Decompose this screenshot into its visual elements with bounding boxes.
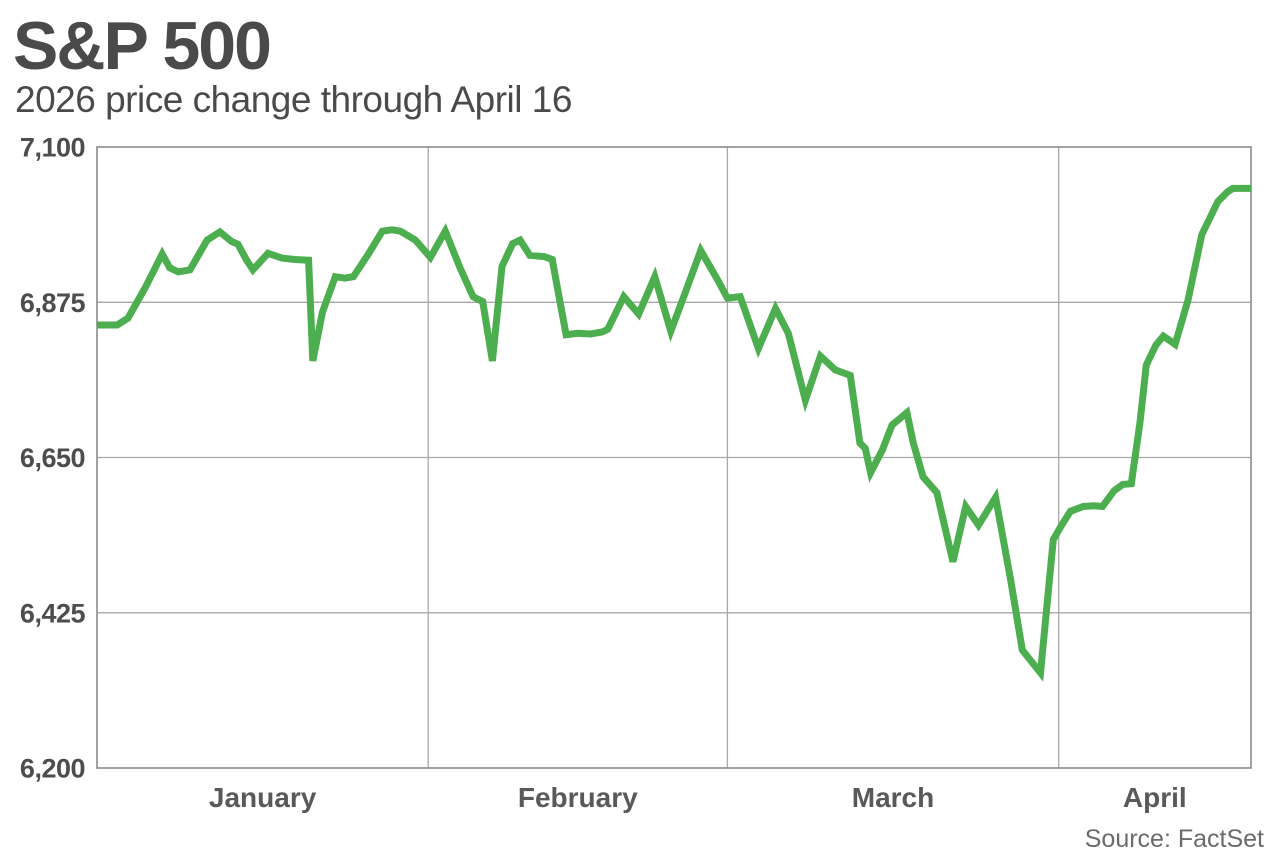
- y-tick-label: 7,100: [20, 133, 85, 163]
- y-tick-label: 6,650: [20, 443, 85, 473]
- chart-title: S&P 500: [13, 8, 272, 84]
- source-credit: Source: FactSet: [1084, 825, 1264, 853]
- x-month-label: January: [209, 782, 317, 813]
- chart-subtitle: 2026 price change through April 16: [15, 79, 572, 120]
- x-month-label: April: [1123, 782, 1187, 813]
- y-tick-label: 6,200: [20, 754, 85, 784]
- plot-border: [96, 146, 1252, 769]
- x-month-label: March: [852, 782, 934, 813]
- y-tick-label: 6,875: [20, 288, 86, 318]
- price-line: [97, 184, 1251, 682]
- x-month-label: February: [518, 782, 638, 813]
- y-tick-label: 6,425: [20, 598, 86, 628]
